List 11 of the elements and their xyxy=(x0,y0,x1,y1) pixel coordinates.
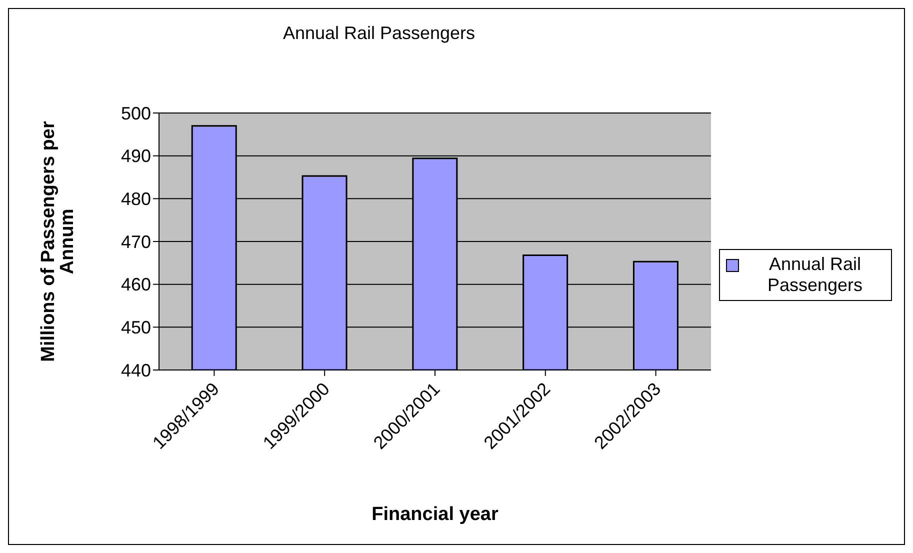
y-axis-title: Millions of Passengers per Annum xyxy=(38,120,78,362)
y-tick-label: 440 xyxy=(120,360,151,380)
y-tick-label: 470 xyxy=(120,232,151,252)
y-tick-label: 490 xyxy=(120,146,151,166)
y-tick-label: 460 xyxy=(120,274,151,295)
x-axis-title: Financial year xyxy=(372,504,499,525)
legend-label: Annual Rail Passengers xyxy=(766,254,864,296)
y-tick-label: 450 xyxy=(120,318,151,338)
y-tick-label: 480 xyxy=(120,189,151,210)
y-tick-label: 500 xyxy=(120,103,151,124)
chart-title: Annual Rail Passengers xyxy=(282,23,476,44)
